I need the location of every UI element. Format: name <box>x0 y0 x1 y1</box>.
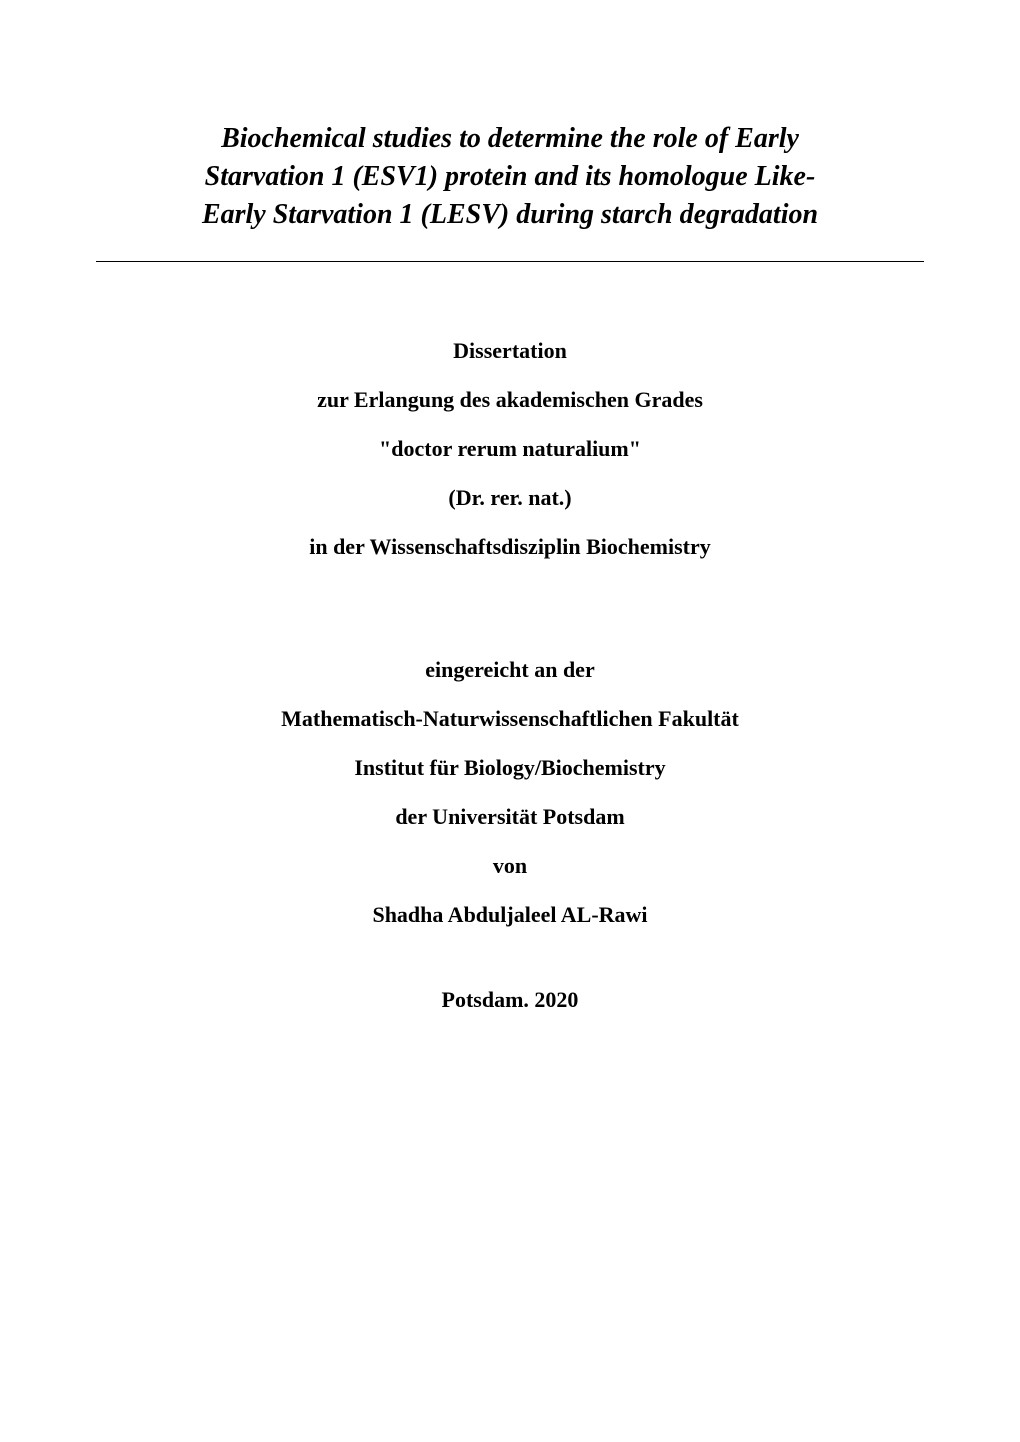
dissertation-label: Dissertation <box>96 334 924 367</box>
place-and-year: Potsdam. 2020 <box>96 983 924 1016</box>
dissertation-title: Biochemical studies to determine the rol… <box>96 120 924 233</box>
spacer <box>96 579 924 653</box>
discipline: in der Wissenschaftsdisziplin Biochemist… <box>96 530 924 563</box>
degree-abbreviation: (Dr. rer. nat.) <box>96 481 924 514</box>
degree-name-latin: "doctor rerum naturalium" <box>96 432 924 465</box>
title-line-2: Starvation 1 (ESV1) protein and its homo… <box>96 158 924 196</box>
degree-purpose: zur Erlangung des akademischen Grades <box>96 383 924 416</box>
by-label: von <box>96 849 924 882</box>
university-name: der Universität Potsdam <box>96 800 924 833</box>
title-line-3: Early Starvation 1 (LESV) during starch … <box>96 196 924 234</box>
title-divider <box>96 261 924 262</box>
spacer <box>96 947 924 983</box>
footer-block: Potsdam. 2020 <box>96 983 924 1016</box>
institute-name: Institut für Biology/Biochemistry <box>96 751 924 784</box>
author-name: Shadha Abduljaleel AL-Rawi <box>96 898 924 931</box>
degree-block: Dissertation zur Erlangung des akademisc… <box>96 334 924 563</box>
faculty-name: Mathematisch-Naturwissenschaftlichen Fak… <box>96 702 924 735</box>
submitted-at-label: eingereicht an der <box>96 653 924 686</box>
title-line-1: Biochemical studies to determine the rol… <box>96 120 924 158</box>
submission-block: eingereicht an der Mathematisch-Naturwis… <box>96 653 924 931</box>
